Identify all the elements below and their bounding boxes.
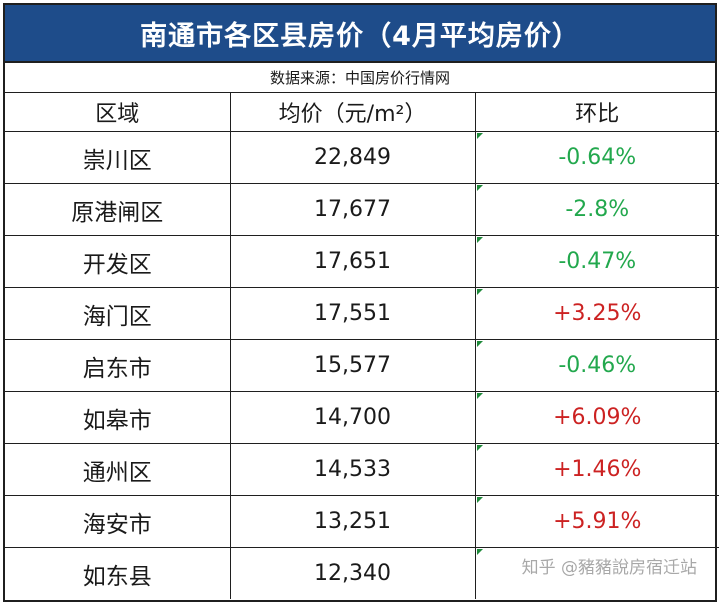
- region-cell: 原港闸区: [5, 183, 231, 236]
- change-value: -2.8%: [565, 197, 630, 222]
- change-cell: -2.8%: [474, 183, 719, 236]
- change-cell: +3.25%: [474, 287, 719, 340]
- price-cell: 17,677: [229, 183, 476, 236]
- region-cell: 海安市: [5, 495, 231, 548]
- change-value: +5.91%: [553, 509, 642, 534]
- cell-note-marker-icon: [476, 445, 483, 451]
- table-row: 启东市 15,577 -0.46%: [5, 339, 719, 392]
- cell-note-marker-icon: [476, 289, 483, 295]
- price-table: 区域 均价（元/m²） 环比 崇川区 22,849 -0.64% 原港闸区 17,677…: [5, 93, 719, 599]
- table-row: 海安市 13,251 +5.91%: [5, 495, 719, 548]
- change-value: +1.46%: [553, 457, 642, 482]
- cell-note-marker-icon: [476, 237, 483, 243]
- change-value: +3.25%: [553, 301, 642, 326]
- change-cell: +1.46%: [474, 443, 719, 496]
- change-cell: +5.91%: [474, 495, 719, 548]
- change-value: -0.64%: [558, 145, 637, 170]
- price-cell: 17,651: [229, 235, 476, 288]
- data-source-note: 数据来源：中国房价行情网: [5, 63, 715, 93]
- table-row: 开发区 17,651 -0.47%: [5, 235, 719, 288]
- watermark: 知乎 @豬豬說房宿迁站: [521, 558, 697, 578]
- price-cell: 14,533: [229, 443, 476, 496]
- region-cell: 崇川区: [5, 131, 231, 184]
- change-cell: -0.46%: [474, 339, 719, 392]
- price-cell: 14,700: [229, 391, 476, 444]
- change-cell: -0.47%: [474, 235, 719, 288]
- table-body: 崇川区 22,849 -0.64% 原港闸区 17,677 -2.8% 开发区 17,651 -…: [5, 131, 719, 599]
- price-cell: 12,340: [229, 547, 476, 599]
- region-cell: 海门区: [5, 287, 231, 340]
- table-row: 海门区 17,551 +3.25%: [5, 287, 719, 340]
- price-table-sheet: 南通市各区县房价（4月平均房价） 数据来源：中国房价行情网 区域 均价（元/m²…: [3, 3, 719, 602]
- table-row: 如皋市 14,700 +6.09%: [5, 391, 719, 444]
- price-cell: 15,577: [229, 339, 476, 392]
- change-value: -0.46%: [558, 353, 637, 378]
- change-value: -0.47%: [558, 249, 637, 274]
- price-cell: 17,551: [229, 287, 476, 340]
- column-header-change: 环比: [474, 93, 719, 132]
- table-row: 如东县 12,340: [5, 547, 719, 599]
- price-cell: 22,849: [229, 131, 476, 184]
- change-cell: [474, 547, 719, 599]
- region-cell: 开发区: [5, 235, 231, 288]
- change-cell: -0.64%: [474, 131, 719, 184]
- column-header-region: 区域: [5, 93, 231, 132]
- cell-note-marker-icon: [476, 341, 483, 347]
- change-cell: +6.09%: [474, 391, 719, 444]
- region-cell: 如皋市: [5, 391, 231, 444]
- table-row: 崇川区 22,849 -0.64%: [5, 131, 719, 184]
- change-value: +6.09%: [553, 405, 642, 430]
- region-cell: 启东市: [5, 339, 231, 392]
- cell-note-marker-icon: [476, 393, 483, 399]
- column-header-price: 均价（元/m²）: [229, 93, 476, 132]
- cell-note-marker-icon: [476, 133, 483, 139]
- region-cell: 如东县: [5, 547, 231, 599]
- cell-note-marker-icon: [476, 185, 483, 191]
- price-cell: 13,251: [229, 495, 476, 548]
- cell-note-marker-icon: [476, 549, 483, 555]
- table-row: 原港闸区 17,677 -2.8%: [5, 183, 719, 236]
- cell-note-marker-icon: [476, 497, 483, 503]
- region-cell: 通州区: [5, 443, 231, 496]
- table-header-row: 区域 均价（元/m²） 环比: [5, 93, 719, 132]
- table-row: 通州区 14,533 +1.46%: [5, 443, 719, 496]
- table-title: 南通市各区县房价（4月平均房价）: [5, 5, 715, 63]
